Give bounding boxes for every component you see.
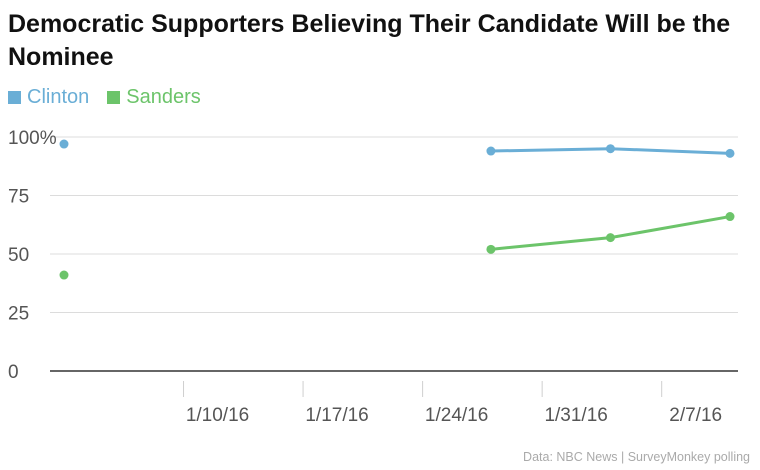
x-tick-label: 2/7/16: [669, 405, 722, 426]
y-tick-label: 75: [8, 187, 29, 208]
x-tick-label: 1/31/16: [544, 405, 607, 426]
legend-item-clinton: Clinton: [8, 86, 89, 109]
legend-swatch-clinton: [8, 91, 21, 104]
y-tick-label: 50: [8, 245, 29, 266]
data-point-sanders: [486, 244, 496, 254]
data-point-sanders: [725, 212, 735, 222]
data-point-clinton: [605, 144, 615, 154]
legend-label-sanders: Sanders: [126, 86, 201, 108]
y-tick-label: 25: [8, 304, 29, 325]
series-line-segment-sanders: [489, 236, 612, 251]
legend-item-sanders: Sanders: [107, 86, 201, 109]
data-point-clinton: [59, 139, 69, 149]
series-line-segment-sanders: [608, 215, 732, 240]
chart-title: Democratic Supporters Believing Their Ca…: [8, 10, 731, 71]
data-source-note: Data: NBC News | SurveyMonkey polling: [523, 450, 750, 464]
legend-swatch-sanders: [107, 91, 121, 104]
chart-legend: Clinton Sanders: [8, 86, 219, 109]
x-tick-label: 1/17/16: [305, 405, 368, 426]
series-line-segment-clinton: [489, 147, 612, 153]
data-point-sanders: [59, 270, 69, 280]
series-line-segment-clinton: [608, 147, 732, 155]
data-point-clinton: [486, 146, 496, 156]
legend-label-clinton: Clinton: [27, 86, 90, 108]
x-tick-label: 1/24/16: [425, 405, 488, 426]
y-tick-label: 100%: [8, 128, 57, 149]
data-point-sanders: [605, 233, 615, 243]
y-tick-label: 0: [8, 362, 19, 383]
data-point-clinton: [725, 148, 735, 158]
x-tick-label: 1/10/16: [186, 405, 249, 426]
